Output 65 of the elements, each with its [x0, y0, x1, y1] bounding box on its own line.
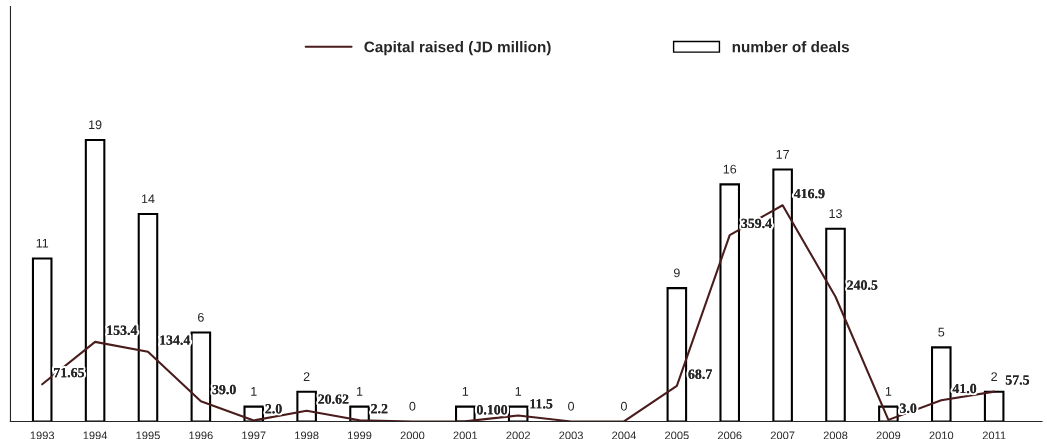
data-label: 0.100	[476, 405, 508, 415]
legend-label: number of deals	[732, 41, 850, 53]
data-label: 41.0	[952, 383, 977, 394]
x-tick-label: 1994	[83, 431, 108, 439]
x-tick-label: 2002	[506, 431, 530, 439]
data-label: 16	[723, 164, 737, 174]
x-tick-label: 2008	[823, 431, 848, 439]
data-label: 19	[89, 120, 102, 130]
bar	[719, 183, 741, 422]
data-label: 0	[568, 401, 575, 411]
data-label: 0	[409, 401, 416, 411]
data-label: 416.9	[793, 188, 825, 199]
data-label: 3.0	[900, 403, 917, 413]
bar	[930, 346, 952, 422]
bar	[137, 212, 159, 422]
x-tick-label: 2011	[982, 431, 1006, 439]
x-tick-label: 1996	[189, 431, 213, 439]
data-label: 39.0	[212, 384, 236, 395]
data-label: 6	[198, 312, 204, 322]
data-label: 14	[141, 194, 155, 204]
bar	[666, 287, 688, 422]
data-label: 57.5	[1005, 375, 1030, 385]
data-label: 134.4	[160, 335, 191, 345]
data-label: 1	[357, 387, 363, 396]
x-tick-label: 2010	[929, 431, 954, 439]
data-label: 5	[938, 327, 945, 337]
bar	[983, 390, 1005, 422]
x-tick-label: 2009	[876, 431, 901, 439]
data-label: 2	[303, 372, 310, 381]
data-label: 2	[991, 372, 998, 381]
x-tick-label: 2005	[665, 431, 689, 439]
data-label: 1	[885, 387, 892, 396]
x-tick-label: 1997	[242, 431, 266, 439]
data-label: 1	[251, 387, 257, 396]
data-label: 9	[673, 268, 680, 278]
data-label: 153.4	[107, 325, 138, 335]
bar	[772, 168, 793, 422]
data-label: 11	[36, 238, 49, 248]
data-label: 2.2	[371, 403, 388, 414]
data-label: 68.7	[688, 369, 712, 379]
data-label: 1	[515, 387, 522, 396]
bar	[825, 227, 846, 422]
bar	[31, 257, 53, 422]
x-tick-label: 2004	[612, 431, 636, 439]
x-tick-label: 1993	[30, 431, 55, 439]
bar	[296, 390, 317, 422]
x-tick-label: 1999	[348, 431, 372, 439]
data-label: 2.0	[265, 404, 282, 414]
x-tick-label: 2000	[400, 431, 425, 439]
x-tick-label: 1995	[136, 431, 160, 439]
x-tick-label: 2007	[770, 431, 795, 439]
data-label: 1	[462, 387, 469, 396]
data-label: 240.5	[847, 280, 878, 290]
data-label: 17	[776, 150, 789, 159]
x-tick-label: 1998	[295, 431, 319, 439]
x-tick-label: 2001	[453, 431, 478, 439]
legend-label: Capital raised (JD million)	[364, 41, 551, 56]
data-label: 11.5	[530, 399, 553, 409]
data-label: 13	[829, 209, 842, 219]
data-label: 20.62	[318, 394, 349, 404]
x-tick-label: 2003	[559, 431, 583, 439]
data-label: 0	[620, 401, 627, 411]
bar	[84, 138, 106, 422]
bar	[190, 331, 212, 422]
x-tick-label: 2006	[717, 431, 742, 439]
